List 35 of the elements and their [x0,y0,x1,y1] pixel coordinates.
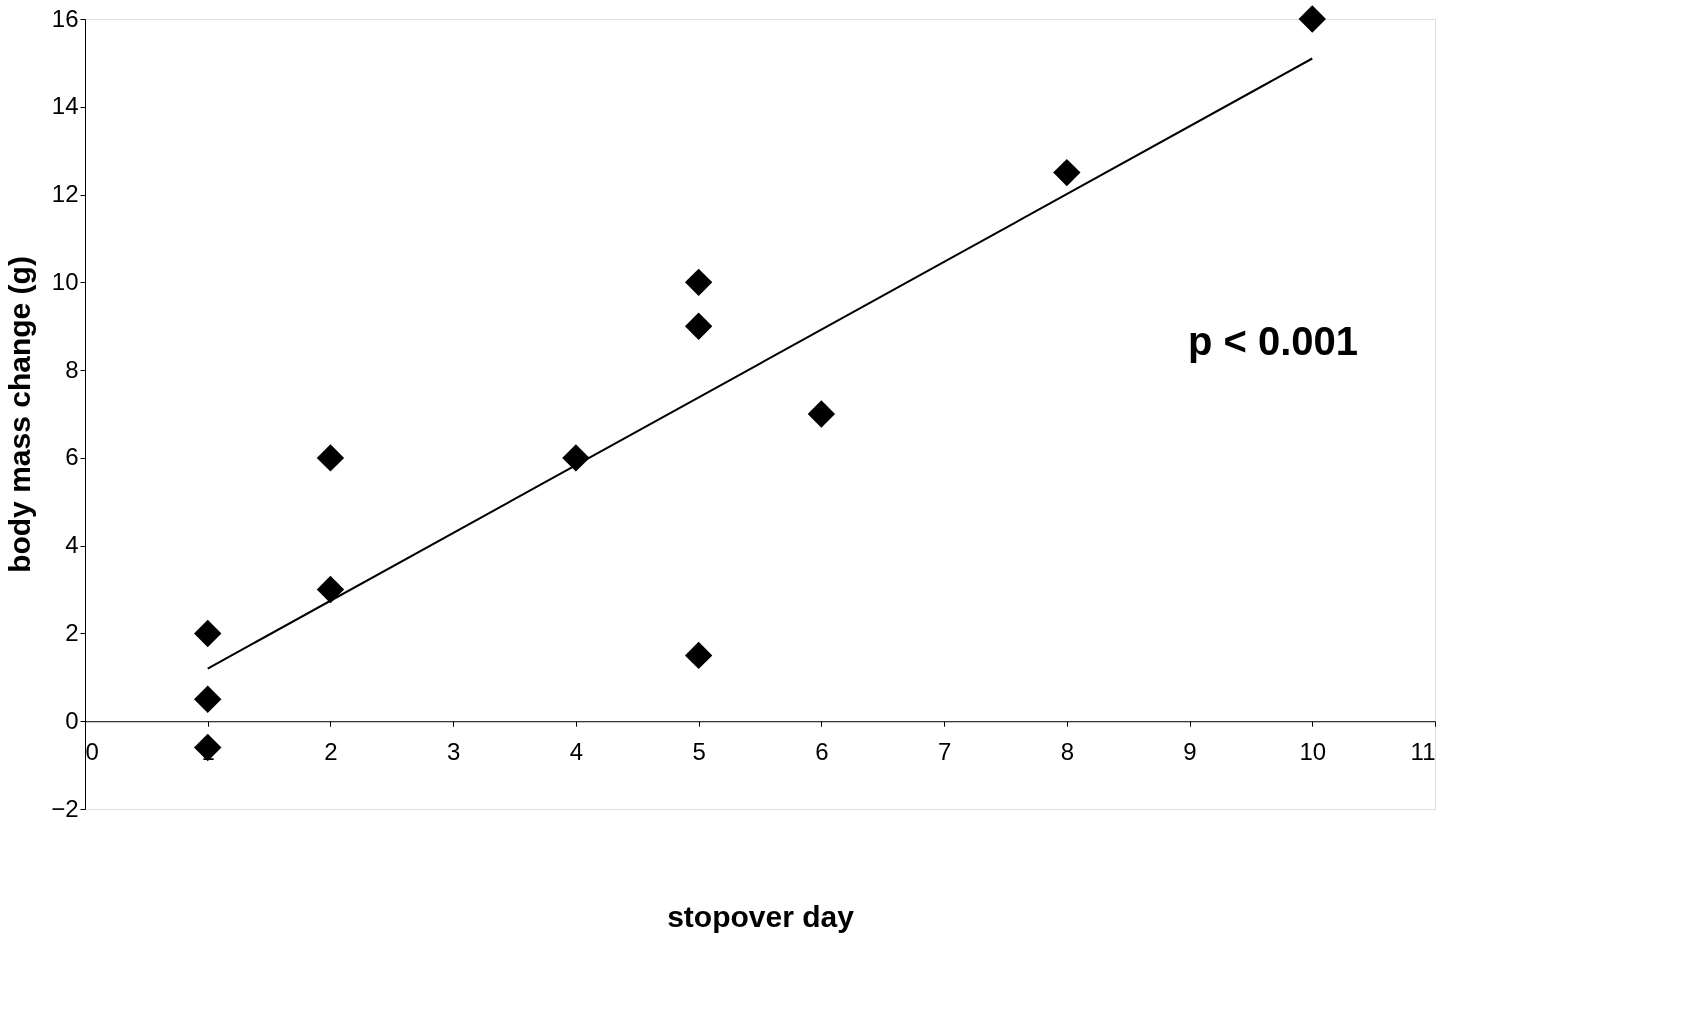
x-tick-label: 7 [937,737,952,765]
y-axis-title: body mass change (g) [3,256,37,573]
y-tick-label: 12 [51,180,79,208]
x-tick-label: 8 [1060,737,1074,765]
y-tick-label: 2 [65,618,79,646]
point [1053,158,1081,187]
point [316,575,345,604]
x-tick-label: 4 [569,737,584,765]
point [194,733,222,762]
x-tick-label: 3 [447,737,461,765]
y-tick-label: 4 [65,531,79,559]
point [684,641,713,670]
point [807,400,836,428]
x-tick-label: 9 [1183,737,1197,765]
x-axis-title: stopover day [667,899,855,933]
y-tick-label: 16 [51,4,79,32]
x-tick-label: 5 [692,737,706,765]
y-tick-label: 8 [65,355,79,383]
x-tick-label: 10 [1299,737,1327,765]
point [194,685,222,713]
point [1298,5,1326,33]
x-tick-label: 6 [815,737,829,765]
y-tick-label: 14 [51,92,79,120]
y-tick-label: −2 [51,794,79,822]
y-tick-label: 10 [51,267,79,295]
annotation: p < 0.001 [1187,318,1359,363]
y-tick-label: 0 [65,706,79,734]
point [194,619,222,648]
x-tick-label: 2 [324,737,338,765]
y-tick-label: 6 [65,443,79,471]
point [684,268,713,297]
point [316,444,345,472]
x-tick-label: 11 [1410,737,1436,765]
x-tick-label: 0 [85,737,99,765]
point [684,312,713,340]
